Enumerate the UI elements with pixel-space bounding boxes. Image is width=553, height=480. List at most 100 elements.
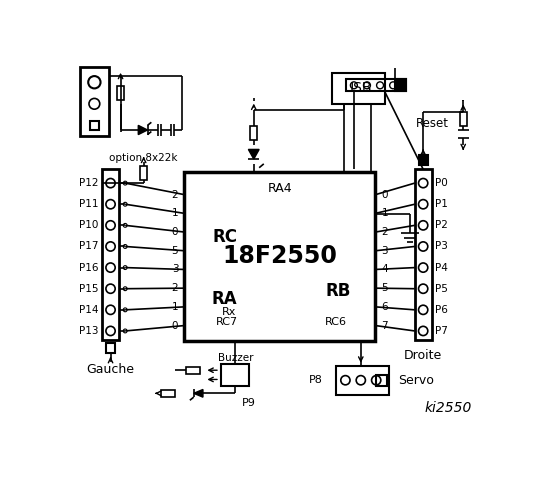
Text: P6: P6	[436, 305, 448, 315]
Bar	[460, 112, 467, 126]
Bar	[185, 171, 375, 341]
Text: 7: 7	[382, 321, 388, 331]
Circle shape	[89, 98, 100, 109]
Text: 6: 6	[382, 302, 388, 312]
Bar	[102, 169, 119, 340]
Text: RA: RA	[212, 289, 237, 308]
Text: P5: P5	[436, 284, 448, 294]
Text: P12: P12	[79, 178, 98, 188]
Text: P15: P15	[79, 284, 98, 294]
Circle shape	[106, 200, 115, 209]
Text: 2: 2	[382, 227, 388, 237]
Polygon shape	[194, 389, 203, 397]
Text: option 8x22k: option 8x22k	[109, 153, 178, 163]
Circle shape	[356, 376, 366, 385]
Circle shape	[341, 376, 350, 385]
Circle shape	[419, 242, 428, 251]
Text: 0: 0	[172, 321, 178, 331]
Text: P8: P8	[309, 375, 322, 385]
Circle shape	[106, 242, 115, 251]
Text: Rx: Rx	[222, 307, 236, 317]
Circle shape	[419, 200, 428, 209]
Text: ki2550: ki2550	[424, 401, 472, 415]
Bar	[336, 366, 389, 395]
Bar	[186, 367, 200, 374]
Text: 5: 5	[382, 283, 388, 293]
Text: RC: RC	[212, 228, 237, 246]
Text: 5: 5	[171, 246, 178, 256]
Circle shape	[88, 76, 101, 88]
Bar	[415, 169, 432, 340]
Text: 3: 3	[382, 246, 388, 256]
Text: Gauche: Gauche	[87, 363, 134, 376]
Text: 0: 0	[382, 190, 388, 200]
Bar	[221, 364, 249, 385]
Bar	[90, 121, 99, 130]
Polygon shape	[248, 149, 259, 159]
Bar	[376, 375, 387, 385]
Text: P11: P11	[79, 199, 98, 209]
Bar	[140, 166, 147, 180]
Text: RC6: RC6	[325, 317, 346, 327]
Bar	[346, 79, 406, 92]
Circle shape	[123, 244, 127, 248]
Circle shape	[419, 263, 428, 272]
Text: 4: 4	[382, 264, 388, 275]
Text: P14: P14	[79, 305, 98, 315]
Circle shape	[123, 181, 127, 185]
Text: 1: 1	[171, 208, 178, 218]
Circle shape	[419, 326, 428, 336]
Bar	[117, 86, 124, 100]
Text: P0: P0	[436, 178, 448, 188]
Text: USB: USB	[344, 82, 373, 96]
Text: 2: 2	[171, 283, 178, 293]
Circle shape	[106, 263, 115, 272]
Circle shape	[419, 179, 428, 188]
Bar	[251, 126, 257, 140]
Circle shape	[123, 223, 127, 227]
Text: Buzzer: Buzzer	[217, 353, 253, 363]
Circle shape	[106, 179, 115, 188]
Text: P9: P9	[242, 397, 255, 408]
Text: 0: 0	[172, 227, 178, 237]
Text: P4: P4	[436, 263, 448, 273]
Text: 1: 1	[382, 208, 388, 218]
Bar	[80, 67, 109, 136]
Text: Servo: Servo	[398, 374, 434, 387]
Text: 1: 1	[171, 302, 178, 312]
Text: 3: 3	[171, 264, 178, 275]
Text: 2: 2	[171, 190, 178, 200]
Circle shape	[106, 284, 115, 293]
Text: 18F2550: 18F2550	[222, 244, 337, 268]
Circle shape	[419, 284, 428, 293]
Text: Reset: Reset	[416, 117, 450, 130]
Circle shape	[123, 202, 127, 206]
Text: P7: P7	[436, 326, 448, 336]
Circle shape	[123, 308, 127, 312]
Circle shape	[123, 265, 127, 269]
Text: RC7: RC7	[216, 317, 238, 327]
Circle shape	[419, 305, 428, 314]
Circle shape	[363, 82, 371, 89]
Circle shape	[106, 326, 115, 336]
Text: P17: P17	[79, 241, 98, 252]
Circle shape	[351, 82, 357, 89]
Polygon shape	[138, 125, 148, 134]
Circle shape	[377, 82, 384, 89]
Text: RA4: RA4	[268, 182, 292, 195]
Text: P3: P3	[436, 241, 448, 252]
Circle shape	[390, 82, 397, 89]
Bar	[419, 156, 428, 165]
Bar	[332, 73, 385, 104]
Bar	[395, 79, 406, 92]
Text: RB: RB	[326, 282, 351, 300]
Circle shape	[419, 221, 428, 230]
Text: P2: P2	[436, 220, 448, 230]
Bar	[106, 343, 115, 352]
Circle shape	[123, 287, 127, 290]
Bar	[161, 390, 175, 397]
Text: P1: P1	[436, 199, 448, 209]
Circle shape	[106, 221, 115, 230]
Text: P16: P16	[79, 263, 98, 273]
Circle shape	[106, 305, 115, 314]
